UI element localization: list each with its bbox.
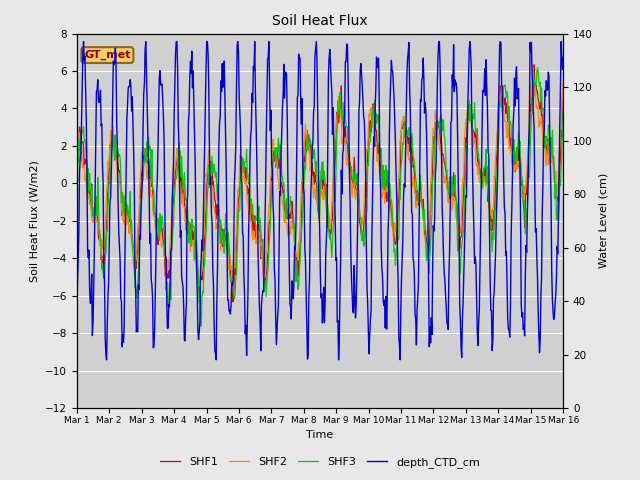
Text: GT_met: GT_met (84, 50, 131, 60)
SHF1 (229, 299, 237, 305)
Y-axis label: Water Level (cm): Water Level (cm) (598, 173, 608, 268)
depth_CTD_cm (80, 39, 88, 45)
SHF3 (559, 108, 567, 114)
SHF3 (73, 189, 81, 195)
Line: SHF3: SHF3 (77, 68, 563, 326)
SHF3 (181, 185, 189, 191)
SHF1 (207, 159, 214, 165)
SHF2 (181, 219, 189, 225)
SHF1 (132, 260, 140, 266)
SHF3 (534, 65, 541, 71)
depth_CTD_cm (182, 301, 190, 307)
SHF1 (73, 166, 81, 171)
SHF3 (394, 240, 401, 245)
Line: depth_CTD_cm: depth_CTD_cm (77, 42, 563, 360)
SHF2 (195, 283, 203, 289)
SHF3 (82, 141, 90, 147)
SHF3 (197, 323, 205, 329)
SHF1 (380, 186, 387, 192)
depth_CTD_cm (394, 280, 402, 286)
SHF2 (529, 63, 536, 69)
SHF2 (559, 82, 567, 87)
depth_CTD_cm (83, 117, 90, 122)
Legend: SHF1, SHF2, SHF3, depth_CTD_cm: SHF1, SHF2, SHF3, depth_CTD_cm (156, 452, 484, 472)
Title: Soil Heat Flux: Soil Heat Flux (272, 14, 368, 28)
SHF1 (181, 205, 189, 211)
SHF2 (380, 190, 387, 195)
SHF3 (380, 162, 387, 168)
SHF1 (394, 221, 401, 227)
depth_CTD_cm (559, 54, 567, 60)
SHF1 (82, 160, 90, 166)
SHF1 (559, 90, 567, 96)
depth_CTD_cm (103, 357, 111, 363)
Y-axis label: Soil Heat Flux (W/m2): Soil Heat Flux (W/m2) (29, 160, 40, 282)
depth_CTD_cm (73, 319, 81, 324)
SHF2 (82, 173, 90, 179)
depth_CTD_cm (380, 303, 388, 309)
SHF3 (207, 170, 215, 176)
SHF2 (73, 162, 81, 168)
depth_CTD_cm (208, 220, 216, 226)
Line: SHF1: SHF1 (77, 65, 563, 302)
Line: SHF2: SHF2 (77, 66, 563, 286)
SHF2 (132, 256, 140, 262)
X-axis label: Time: Time (307, 430, 333, 440)
depth_CTD_cm (133, 326, 141, 332)
SHF2 (207, 183, 215, 189)
SHF2 (394, 195, 401, 201)
SHF1 (531, 62, 538, 68)
SHF3 (132, 284, 140, 290)
